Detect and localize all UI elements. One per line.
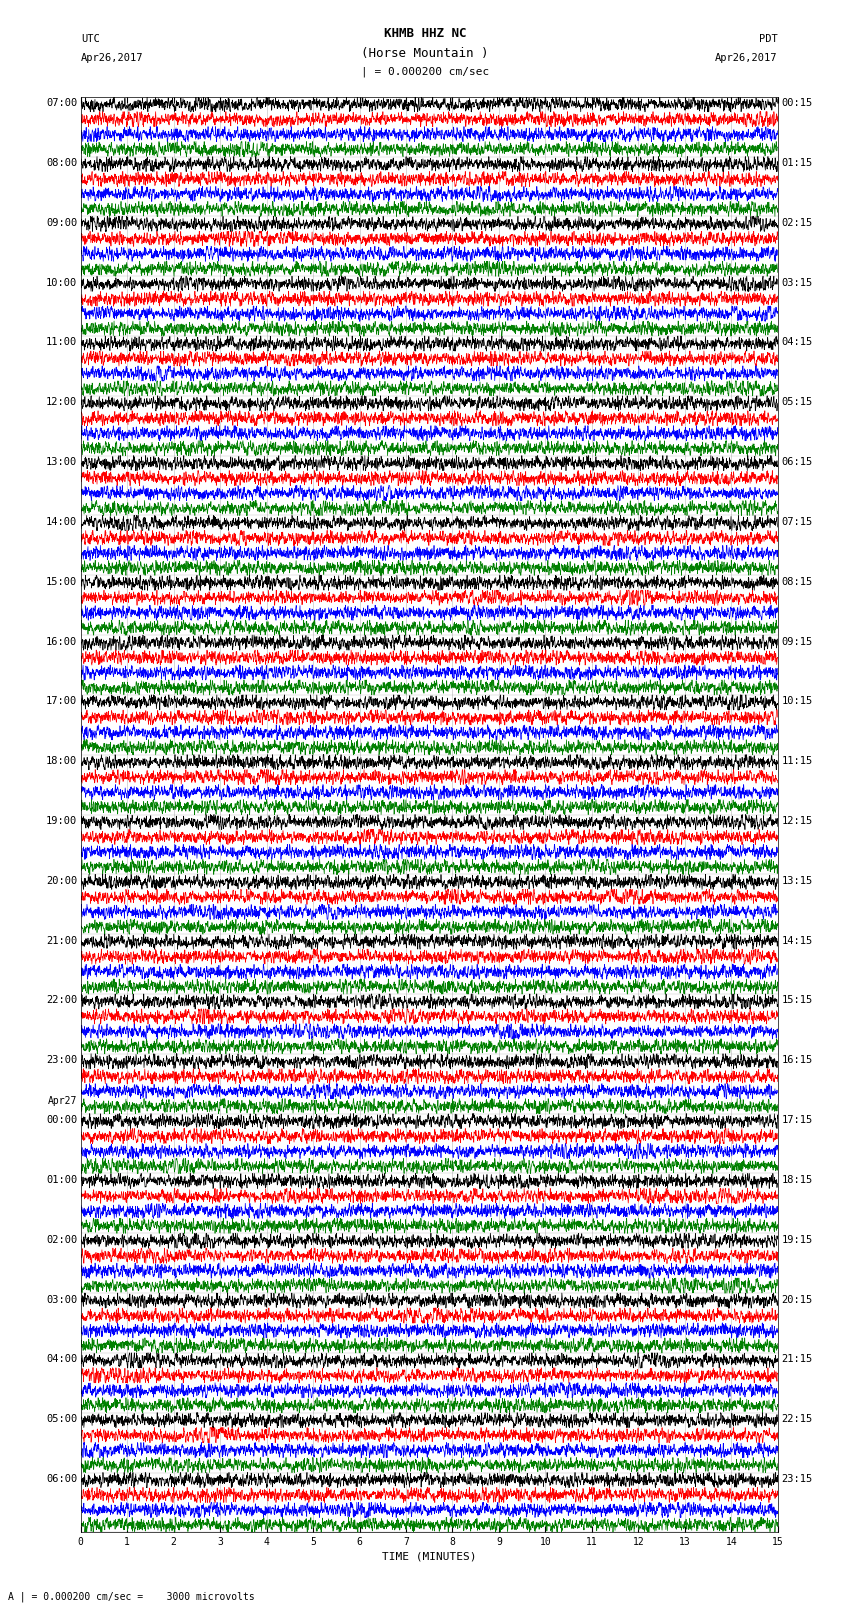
Text: 17:00: 17:00 — [46, 697, 77, 706]
Text: 21:00: 21:00 — [46, 936, 77, 945]
Text: 02:00: 02:00 — [46, 1234, 77, 1245]
Text: 19:00: 19:00 — [46, 816, 77, 826]
Text: 22:00: 22:00 — [46, 995, 77, 1005]
Text: 10:15: 10:15 — [781, 697, 813, 706]
Text: 16:00: 16:00 — [46, 637, 77, 647]
Text: 04:00: 04:00 — [46, 1355, 77, 1365]
Text: 06:00: 06:00 — [46, 1474, 77, 1484]
Text: 08:15: 08:15 — [781, 577, 813, 587]
Text: 13:15: 13:15 — [781, 876, 813, 886]
Text: A | = 0.000200 cm/sec =    3000 microvolts: A | = 0.000200 cm/sec = 3000 microvolts — [8, 1590, 255, 1602]
Text: 13:00: 13:00 — [46, 456, 77, 468]
Text: 09:15: 09:15 — [781, 637, 813, 647]
Text: 03:15: 03:15 — [781, 277, 813, 287]
Text: 05:15: 05:15 — [781, 397, 813, 408]
Text: PDT: PDT — [759, 34, 778, 44]
Text: 09:00: 09:00 — [46, 218, 77, 227]
Text: 08:00: 08:00 — [46, 158, 77, 168]
Text: 16:15: 16:15 — [781, 1055, 813, 1065]
Text: 12:00: 12:00 — [46, 397, 77, 408]
Text: 11:00: 11:00 — [46, 337, 77, 347]
Text: 15:00: 15:00 — [46, 577, 77, 587]
Text: 01:15: 01:15 — [781, 158, 813, 168]
Text: 02:15: 02:15 — [781, 218, 813, 227]
Text: 14:00: 14:00 — [46, 516, 77, 527]
Text: 00:15: 00:15 — [781, 98, 813, 108]
Text: 18:15: 18:15 — [781, 1174, 813, 1186]
Text: 04:15: 04:15 — [781, 337, 813, 347]
Text: 23:15: 23:15 — [781, 1474, 813, 1484]
Text: (Horse Mountain ): (Horse Mountain ) — [361, 47, 489, 60]
Text: 10:00: 10:00 — [46, 277, 77, 287]
Text: | = 0.000200 cm/sec: | = 0.000200 cm/sec — [361, 66, 489, 77]
Text: 03:00: 03:00 — [46, 1295, 77, 1305]
Text: KHMB HHZ NC: KHMB HHZ NC — [383, 27, 467, 40]
Text: 07:15: 07:15 — [781, 516, 813, 527]
Text: 11:15: 11:15 — [781, 756, 813, 766]
Text: 20:00: 20:00 — [46, 876, 77, 886]
Text: 20:15: 20:15 — [781, 1295, 813, 1305]
Text: 17:15: 17:15 — [781, 1115, 813, 1126]
Text: 23:00: 23:00 — [46, 1055, 77, 1065]
Text: Apr27: Apr27 — [48, 1097, 77, 1107]
Text: 01:00: 01:00 — [46, 1174, 77, 1186]
Text: 18:00: 18:00 — [46, 756, 77, 766]
Text: 07:00: 07:00 — [46, 98, 77, 108]
X-axis label: TIME (MINUTES): TIME (MINUTES) — [382, 1552, 477, 1561]
Text: Apr26,2017: Apr26,2017 — [715, 53, 778, 63]
Text: 00:00: 00:00 — [46, 1115, 77, 1126]
Text: 14:15: 14:15 — [781, 936, 813, 945]
Text: 21:15: 21:15 — [781, 1355, 813, 1365]
Text: 15:15: 15:15 — [781, 995, 813, 1005]
Text: 12:15: 12:15 — [781, 816, 813, 826]
Text: UTC: UTC — [81, 34, 99, 44]
Text: Apr26,2017: Apr26,2017 — [81, 53, 144, 63]
Text: 06:15: 06:15 — [781, 456, 813, 468]
Text: 19:15: 19:15 — [781, 1234, 813, 1245]
Text: 05:00: 05:00 — [46, 1415, 77, 1424]
Text: 22:15: 22:15 — [781, 1415, 813, 1424]
